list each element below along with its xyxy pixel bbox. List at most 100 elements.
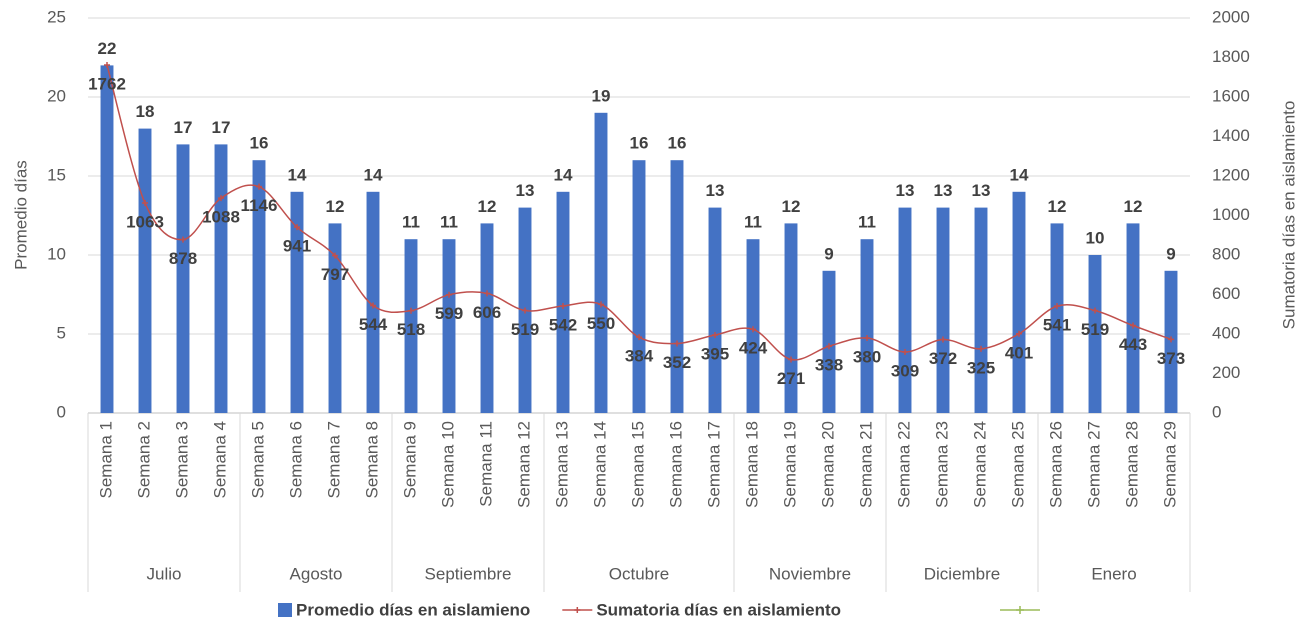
data-label: 16 bbox=[630, 134, 649, 153]
x-tick-label: Semana 2 bbox=[134, 421, 153, 499]
data-label: 373 bbox=[1157, 349, 1185, 368]
data-label: 17 bbox=[174, 118, 193, 137]
x-tick-label: Semana 22 bbox=[894, 421, 913, 508]
x-tick-label: Semana 26 bbox=[1046, 421, 1065, 508]
data-label: 606 bbox=[473, 303, 501, 322]
line-marker bbox=[1016, 330, 1022, 337]
bar bbox=[632, 160, 646, 413]
line-marker bbox=[1054, 303, 1060, 310]
bar bbox=[442, 239, 456, 413]
bar bbox=[974, 207, 988, 413]
x-tick-label: Semana 3 bbox=[172, 421, 191, 499]
y2-tick-label: 400 bbox=[1212, 323, 1240, 342]
data-label: 12 bbox=[1048, 197, 1067, 216]
bar bbox=[1088, 255, 1102, 413]
data-label: 14 bbox=[288, 165, 307, 184]
data-label: 1088 bbox=[202, 208, 240, 227]
x-tick-label: Semana 28 bbox=[1122, 421, 1141, 508]
y-tick-label: 25 bbox=[47, 7, 66, 26]
bar bbox=[100, 65, 114, 414]
x-tick-label: Semana 20 bbox=[818, 421, 837, 508]
data-label: 16 bbox=[668, 134, 687, 153]
line-marker bbox=[180, 236, 186, 243]
x-tick-label: Semana 24 bbox=[970, 421, 989, 508]
x-tick-label: Semana 1 bbox=[96, 421, 115, 499]
data-label: 12 bbox=[478, 197, 497, 216]
bar bbox=[252, 160, 266, 413]
x-tick-label: Semana 12 bbox=[514, 421, 533, 508]
legend-marker bbox=[574, 607, 581, 613]
line-marker bbox=[940, 336, 946, 343]
bar bbox=[936, 207, 950, 413]
data-label: 443 bbox=[1119, 335, 1147, 354]
data-label: 18 bbox=[136, 102, 155, 121]
y2-tick-label: 200 bbox=[1212, 363, 1240, 382]
x-tick-label: Semana 21 bbox=[856, 421, 875, 508]
data-label: 599 bbox=[435, 304, 463, 323]
line-marker bbox=[1092, 307, 1098, 314]
y-axis-title: Promedio días bbox=[11, 160, 30, 270]
line-marker bbox=[1130, 322, 1136, 329]
data-label: 11 bbox=[440, 213, 458, 232]
data-label: 13 bbox=[934, 181, 953, 200]
data-label: 12 bbox=[1124, 197, 1143, 216]
y-tick-label: 5 bbox=[57, 323, 66, 342]
x-tick-label: Semana 18 bbox=[742, 421, 761, 508]
data-label: 518 bbox=[397, 320, 425, 339]
bar bbox=[898, 207, 912, 413]
y-tick-label: 0 bbox=[57, 402, 66, 421]
y2-tick-label: 600 bbox=[1212, 284, 1240, 303]
line-marker bbox=[1168, 336, 1174, 343]
line-marker bbox=[294, 224, 300, 231]
line-marker bbox=[370, 302, 376, 309]
bar bbox=[1126, 223, 1140, 413]
group-label: Noviembre bbox=[769, 564, 851, 583]
group-label: Diciembre bbox=[924, 564, 1001, 583]
data-label: 271 bbox=[777, 369, 805, 388]
x-tick-label: Semana 25 bbox=[1008, 421, 1027, 508]
x-tick-label: Semana 19 bbox=[780, 421, 799, 508]
x-tick-label: Semana 15 bbox=[628, 421, 647, 508]
line-marker bbox=[750, 326, 756, 333]
bar bbox=[822, 270, 836, 413]
data-label: 372 bbox=[929, 349, 957, 368]
legend-swatch bbox=[278, 603, 292, 617]
line-marker bbox=[332, 252, 338, 259]
y2-tick-label: 2000 bbox=[1212, 7, 1250, 26]
line-marker bbox=[978, 345, 984, 352]
data-label: 384 bbox=[625, 347, 654, 366]
data-label: 19 bbox=[592, 86, 611, 105]
x-tick-label: Semana 13 bbox=[552, 421, 571, 508]
data-label: 1146 bbox=[241, 196, 278, 215]
data-label: 541 bbox=[1043, 316, 1071, 335]
group-label: Octubre bbox=[609, 564, 669, 583]
data-label: 1063 bbox=[126, 213, 164, 232]
bar bbox=[290, 191, 304, 413]
x-tick-label: Semana 4 bbox=[210, 421, 229, 499]
data-label: 14 bbox=[364, 165, 383, 184]
y2-tick-label: 800 bbox=[1212, 244, 1240, 263]
x-tick-label: Semana 10 bbox=[438, 421, 457, 508]
data-label: 338 bbox=[815, 356, 843, 375]
data-label: 424 bbox=[739, 339, 768, 358]
data-label: 380 bbox=[853, 347, 881, 366]
data-label: 550 bbox=[587, 314, 615, 333]
data-label: 542 bbox=[549, 315, 577, 334]
y2-tick-label: 0 bbox=[1212, 402, 1221, 421]
line-marker bbox=[218, 195, 224, 202]
data-label: 395 bbox=[701, 344, 729, 363]
bar bbox=[1050, 223, 1064, 413]
data-label: 519 bbox=[511, 320, 539, 339]
group-label: Septiembre bbox=[425, 564, 512, 583]
data-label: 878 bbox=[169, 249, 197, 268]
line bbox=[106, 64, 1172, 361]
line-marker bbox=[788, 356, 794, 363]
line-marker bbox=[408, 307, 414, 314]
bar bbox=[480, 223, 494, 413]
x-tick-label: Semana 8 bbox=[362, 421, 381, 499]
line-marker bbox=[636, 334, 642, 341]
data-label: 401 bbox=[1005, 343, 1033, 362]
bar bbox=[138, 128, 152, 413]
data-label: 544 bbox=[359, 315, 388, 334]
y2-tick-label: 1200 bbox=[1212, 165, 1250, 184]
